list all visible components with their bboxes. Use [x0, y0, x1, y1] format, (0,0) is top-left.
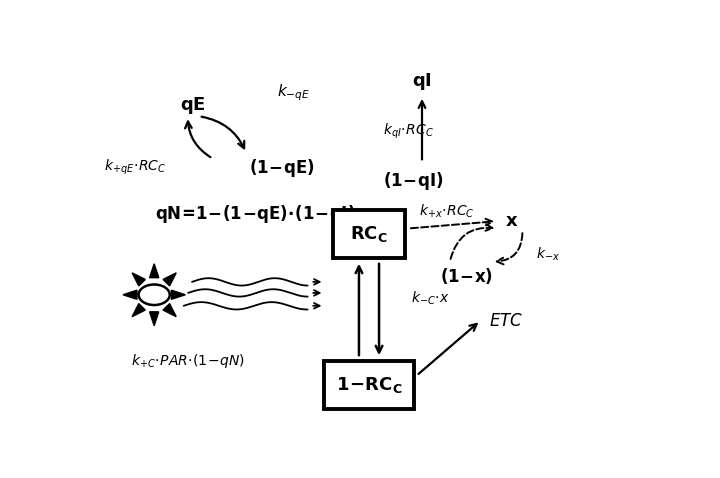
Circle shape: [139, 284, 170, 305]
Polygon shape: [171, 290, 185, 299]
Text: $\mathbf{RC_C}$: $\mathbf{RC_C}$: [350, 224, 388, 244]
Text: $\mathbf{(1\!-\!qE)}$: $\mathbf{(1\!-\!qE)}$: [249, 157, 315, 179]
Polygon shape: [150, 264, 159, 278]
Text: $k_{-C}\!\cdot\!x$: $k_{-C}\!\cdot\!x$: [411, 290, 450, 307]
Text: $\mathbf{(1\!-\!qI)}$: $\mathbf{(1\!-\!qI)}$: [383, 170, 444, 192]
Polygon shape: [163, 273, 176, 286]
Text: $k_{-x}$: $k_{-x}$: [536, 246, 560, 263]
Text: $\mathbf{qE}$: $\mathbf{qE}$: [180, 95, 206, 116]
Text: $k_{qI}\!\cdot\!RC_C$: $k_{qI}\!\cdot\!RC_C$: [383, 121, 434, 141]
Text: $\mathbf{1\!-\!RC_C}$: $\mathbf{1\!-\!RC_C}$: [336, 375, 402, 395]
Text: $\mathbf{qI}$: $\mathbf{qI}$: [412, 71, 432, 92]
Text: $\mathbf{(1\!-\!x)}$: $\mathbf{(1\!-\!x)}$: [440, 266, 493, 286]
FancyBboxPatch shape: [324, 361, 413, 409]
Polygon shape: [132, 273, 145, 286]
Text: $\mathbf{x}$: $\mathbf{x}$: [505, 212, 518, 230]
Text: $k_{+x}\!\cdot\!RC_C$: $k_{+x}\!\cdot\!RC_C$: [419, 202, 475, 219]
FancyBboxPatch shape: [333, 210, 405, 258]
Polygon shape: [163, 304, 176, 316]
Text: $k_{+qE}\!\cdot\!RC_C$: $k_{+qE}\!\cdot\!RC_C$: [104, 158, 166, 177]
Text: $ETC$: $ETC$: [489, 312, 523, 329]
Text: $k_{+C}\!\cdot\!PAR\!\cdot\!(1\!-\!qN)$: $k_{+C}\!\cdot\!PAR\!\cdot\!(1\!-\!qN)$: [131, 352, 245, 370]
Text: $k_{-qE}$: $k_{-qE}$: [277, 82, 310, 103]
Polygon shape: [123, 290, 137, 299]
Text: $\mathbf{qN\!=\!1\!-\!(1\!-\!qE)\!\cdot\!(1\!-\!qI)}$: $\mathbf{qN\!=\!1\!-\!(1\!-\!qE)\!\cdot\…: [155, 203, 355, 225]
Polygon shape: [132, 304, 145, 316]
Polygon shape: [150, 312, 159, 326]
